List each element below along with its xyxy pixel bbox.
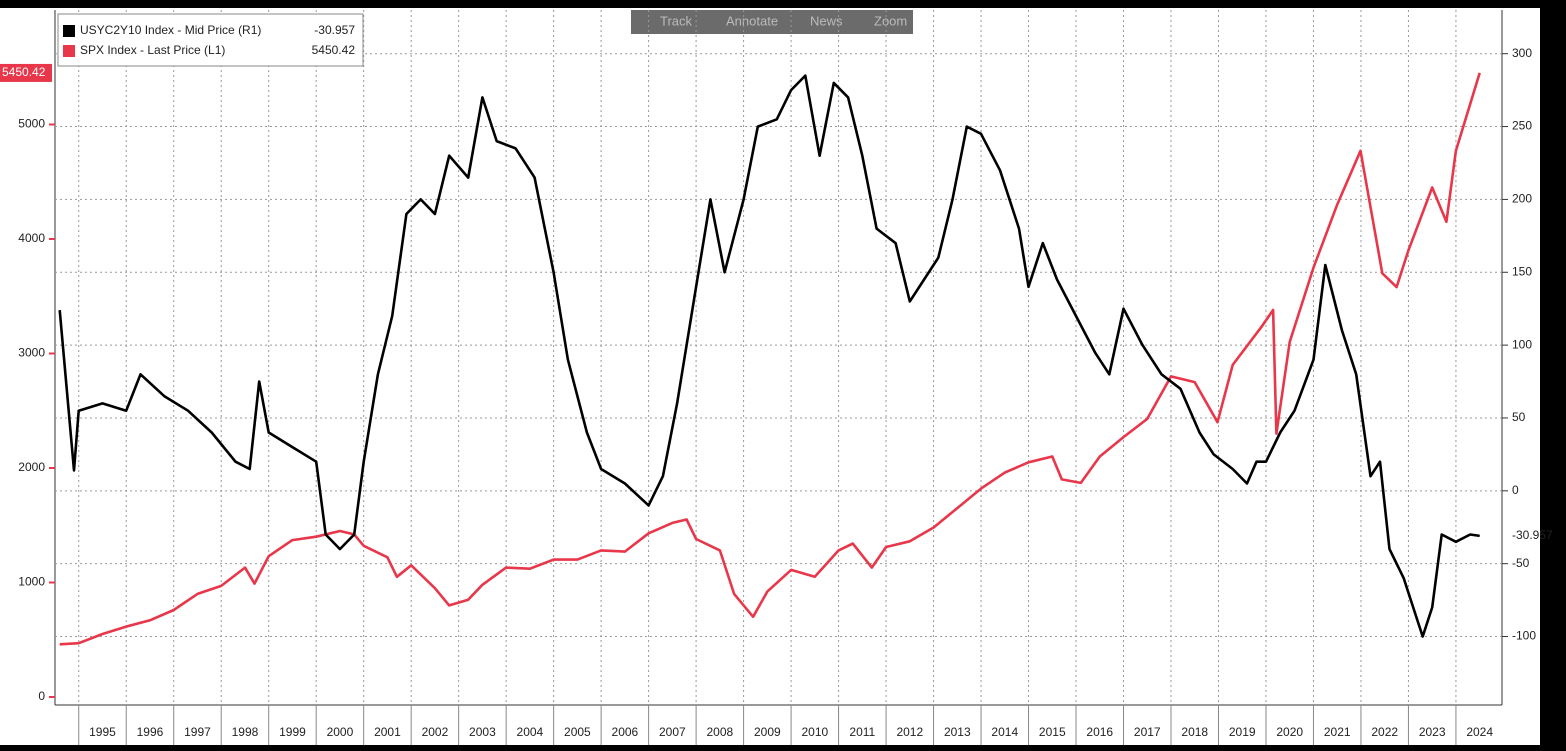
x-tick-label: 1999 <box>279 725 306 739</box>
x-tick-label: 2004 <box>517 725 544 739</box>
y-tick-label: 4000 <box>18 231 45 245</box>
legend-swatch <box>63 45 75 57</box>
x-tick-label: 2006 <box>612 725 639 739</box>
legend-value: -30.957 <box>314 23 355 37</box>
x-tick-label: 2017 <box>1134 725 1161 739</box>
legend-label: USYC2Y10 Index - Mid Price (R1) <box>80 23 261 37</box>
y-tick-label: 0 <box>38 689 45 703</box>
legend-box <box>57 13 364 67</box>
x-tick-label: 1996 <box>137 725 164 739</box>
y2-tick-label: 150 <box>1512 264 1532 278</box>
last-value-tag <box>0 63 52 82</box>
y2-tick-label: 50 <box>1512 410 1526 424</box>
y2-tick-label: -100 <box>1512 629 1536 643</box>
x-tick-label: 2002 <box>422 725 449 739</box>
x-tick-label: 2001 <box>374 725 401 739</box>
x-tick-label: 1995 <box>89 725 116 739</box>
x-tick-label: 2014 <box>991 725 1018 739</box>
y2-tick-label: 0 <box>1512 483 1519 497</box>
y-tick-label: 2000 <box>18 460 45 474</box>
x-tick-label: 2003 <box>469 725 496 739</box>
y2-tick-label: 100 <box>1512 337 1532 351</box>
x-tick-label: 2010 <box>801 725 828 739</box>
x-tick-label: 2016 <box>1086 725 1113 739</box>
x-tick-label: 1998 <box>232 725 259 739</box>
x-tick-label: 2021 <box>1324 725 1351 739</box>
x-tick-label: 2009 <box>754 725 781 739</box>
chart-background <box>0 8 1540 745</box>
last-value-label: 5450.42 <box>2 65 46 79</box>
x-tick-label: 2013 <box>944 725 971 739</box>
x-tick-label: 2012 <box>896 725 923 739</box>
toolbar-button[interactable]: News <box>810 13 843 28</box>
data-line <box>58 74 1480 638</box>
y-tick-label: 3000 <box>18 346 45 360</box>
legend-swatch <box>63 25 75 37</box>
y-tick-label: 1000 <box>18 575 45 589</box>
x-tick-label: 2024 <box>1466 725 1493 739</box>
toolbar-button[interactable]: Track <box>660 13 693 28</box>
x-tick-label: 2023 <box>1419 725 1446 739</box>
toolbar-button[interactable]: Annotate <box>726 13 778 28</box>
x-tick-label: 1997 <box>184 725 211 739</box>
x-tick-label: 2000 <box>327 725 354 739</box>
x-tick-label: 2008 <box>706 725 733 739</box>
y2-tick-label: -50 <box>1512 556 1530 570</box>
y2-tick-label: 300 <box>1512 46 1532 60</box>
x-tick-label: 2005 <box>564 725 591 739</box>
y2-tick-label: 200 <box>1512 192 1532 206</box>
x-tick-label: 2015 <box>1039 725 1066 739</box>
legend: USYC2Y10 Index - Mid Price (R1) -30.957 SP… <box>57 13 364 67</box>
x-tick-label: 2007 <box>659 725 686 739</box>
x-tick-label: 2022 <box>1371 725 1398 739</box>
legend-value: 5450.42 <box>312 43 356 57</box>
toolbar-button[interactable]: Zoom <box>874 13 907 28</box>
x-tick-label: 2020 <box>1276 725 1303 739</box>
x-tick-label: 2011 <box>849 725 875 739</box>
legend-label: SPX Index - Last Price (L1) <box>80 43 225 57</box>
y2-tick-label: 250 <box>1512 119 1532 133</box>
toolbar <box>631 10 913 34</box>
data-line <box>59 72 1481 646</box>
last-value-label: -30.957 <box>1512 528 1553 542</box>
x-tick-label: 2019 <box>1229 725 1256 739</box>
grid <box>55 10 1502 705</box>
y-tick-label: 5000 <box>18 117 45 131</box>
x-tick-label: 2018 <box>1181 725 1208 739</box>
